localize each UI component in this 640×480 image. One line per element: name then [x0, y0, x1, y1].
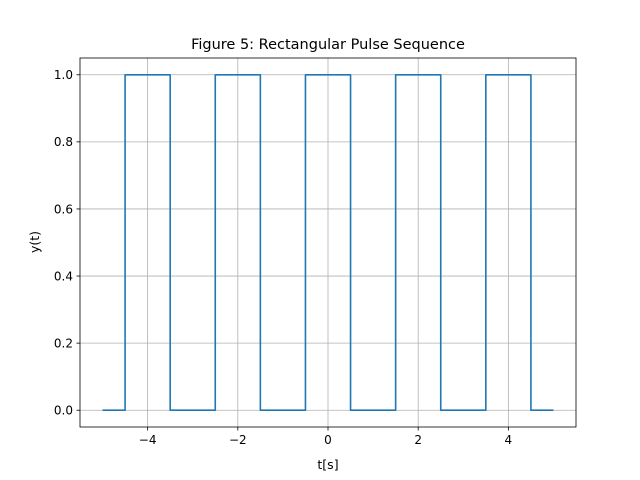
y-tick-label: 1.0 [54, 68, 73, 82]
y-tick-label: 0.4 [54, 269, 73, 283]
x-tick-label: 2 [414, 433, 422, 447]
x-axis-label: t[s] [317, 457, 338, 472]
y-tick-label: 0.8 [54, 135, 73, 149]
x-tick-label: 4 [505, 433, 513, 447]
x-tick-label: −2 [229, 433, 247, 447]
x-tick-label: −4 [139, 433, 157, 447]
y-axis-label: y(t) [27, 231, 42, 253]
y-tick-label: 0.2 [54, 336, 73, 350]
series-layer [102, 73, 554, 412]
series-line-0 [102, 73, 554, 412]
x-tick-label: 0 [324, 433, 332, 447]
y-tick-label: 0.6 [54, 202, 73, 216]
y-axis: 0.0 0.2 0.4 0.6 0.8 1.0 [54, 68, 80, 418]
chart-title: Figure 5: Rectangular Pulse Sequence [191, 37, 465, 53]
x-axis: −4 −2 0 2 4 [139, 427, 512, 447]
y-tick-label: 0.0 [54, 404, 73, 418]
